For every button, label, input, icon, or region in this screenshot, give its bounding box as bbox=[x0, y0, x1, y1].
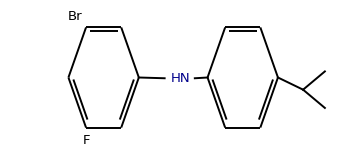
Text: Br: Br bbox=[68, 10, 83, 23]
Text: F: F bbox=[82, 134, 90, 147]
Text: HN: HN bbox=[171, 72, 191, 85]
